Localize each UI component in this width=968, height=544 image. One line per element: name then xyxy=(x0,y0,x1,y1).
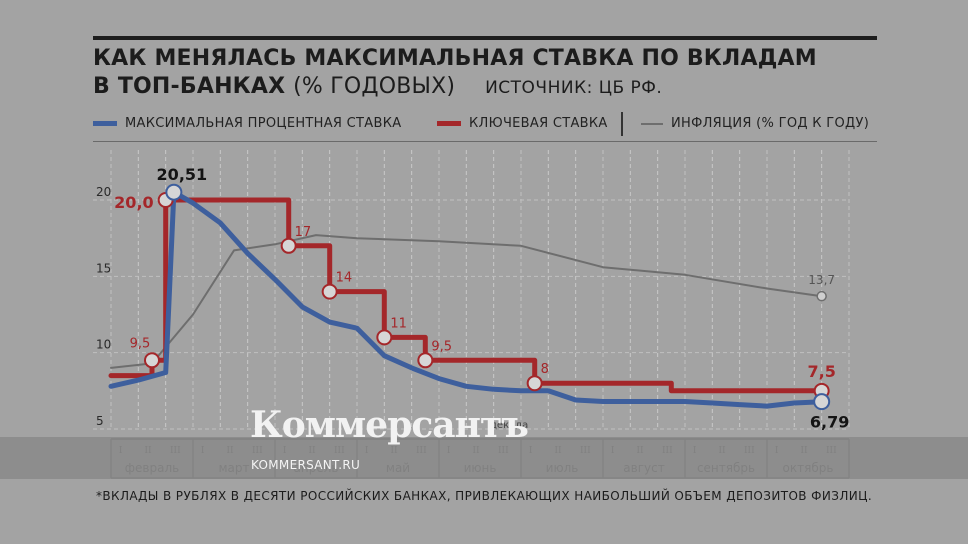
chart-title: КАК МЕНЯЛАСЬ МАКСИМАЛЬНАЯ СТАВКА ПО ВКЛА… xyxy=(93,45,883,102)
legend-swatch-inflation xyxy=(641,122,663,125)
title-line-2-bold: В ТОП-БАНКАХ xyxy=(93,74,286,99)
y-tick-label: 10 xyxy=(96,338,111,352)
inflation-value-label: 13,7 xyxy=(808,273,835,287)
key-rate-label: 11 xyxy=(390,316,407,331)
inflation-end-marker xyxy=(816,290,827,302)
legend-item-inflation: ИНФЛЯЦИЯ (% ГОД К ГОДУ) xyxy=(641,116,869,131)
legend-item-deposit: МАКСИМАЛЬНАЯ ПРОЦЕНТНАЯ СТАВКА xyxy=(93,116,401,131)
deposit-rate-line xyxy=(108,189,825,409)
deposit-rate-marker xyxy=(165,183,183,201)
source-note: ИСТОЧНИК: ЦБ РФ. xyxy=(485,78,663,98)
key-rate-label: 7,5 xyxy=(807,362,835,381)
legend: МАКСИМАЛЬНАЯ ПРОЦЕНТНАЯ СТАВКА КЛЮЧЕВАЯ … xyxy=(93,112,883,136)
key-rate-marker xyxy=(376,329,393,346)
axis-note-decade: декада xyxy=(490,420,528,431)
footnote: *ВКЛАДЫ В РУБЛЯХ В ДЕСЯТИ РОССИЙСКИХ БАН… xyxy=(96,489,873,503)
key-rate-label: 20,0 xyxy=(114,193,153,212)
key-rate-marker xyxy=(526,375,543,392)
watermark-url: KOMMERSANT.RU xyxy=(251,458,361,472)
legend-divider xyxy=(621,112,623,136)
watermark-band xyxy=(0,437,968,479)
title-line-2: В ТОП-БАНКАХ (% ГОДОВЫХ) ИСТОЧНИК: ЦБ РФ… xyxy=(93,73,883,102)
key-rate-label: 9,5 xyxy=(431,339,452,354)
y-tick-label: 15 xyxy=(96,261,111,275)
top-rule xyxy=(93,36,877,40)
key-rate-marker xyxy=(280,237,297,254)
deposit-rate-marker xyxy=(813,393,831,411)
key-rate-marker xyxy=(144,352,160,369)
y-tick-label: 20 xyxy=(96,185,111,199)
y-tick-label: 5 xyxy=(96,414,104,428)
legend-underline xyxy=(93,141,877,142)
legend-label-key-rate: КЛЮЧЕВАЯ СТАВКА xyxy=(469,116,608,131)
deposit-rate-label: 6,79 xyxy=(810,413,849,432)
legend-label-deposit: МАКСИМАЛЬНАЯ ПРОЦЕНТНАЯ СТАВКА xyxy=(125,116,402,131)
legend-swatch-key-rate xyxy=(437,121,461,126)
key-rate-label: 17 xyxy=(295,225,312,240)
key-rate-marker xyxy=(321,283,338,300)
key-rate-label: 9,5 xyxy=(130,336,151,351)
key-rate-marker xyxy=(417,352,434,369)
title-line-2-unit: (% ГОДОВЫХ) xyxy=(293,74,456,99)
inflation-line xyxy=(110,234,823,369)
deposit-rate-label: 20,51 xyxy=(157,165,208,184)
key-rate-label: 14 xyxy=(336,271,353,286)
kommersant-logo: Коммерсантъ xyxy=(250,404,529,446)
key-rate-label: 8 xyxy=(541,362,549,377)
legend-label-inflation: ИНФЛЯЦИЯ (% ГОД К ГОДУ) xyxy=(671,116,870,131)
legend-item-key-rate: КЛЮЧЕВАЯ СТАВКА xyxy=(437,116,608,131)
legend-swatch-deposit xyxy=(93,121,117,126)
title-line-1: КАК МЕНЯЛАСЬ МАКСИМАЛЬНАЯ СТАВКА ПО ВКЛА… xyxy=(93,46,817,71)
